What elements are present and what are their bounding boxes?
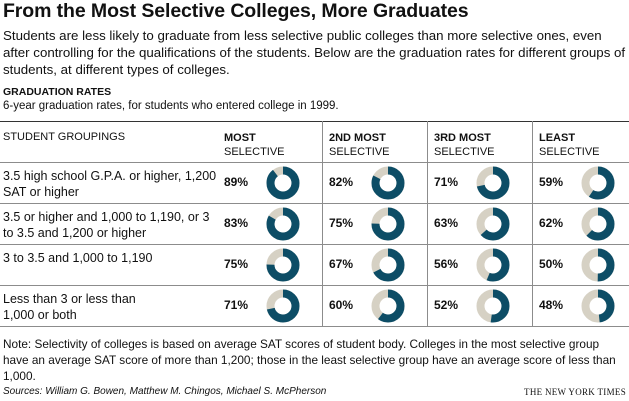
donut-fill <box>371 166 405 199</box>
note-text: Note: Selectivity of colleges is based o… <box>3 337 616 383</box>
row-label: 3 to 3.5 and 1,000 to 1,190 <box>3 251 153 265</box>
rate-label: 75% <box>329 215 354 230</box>
rate-donut <box>581 248 615 281</box>
rate-donut <box>476 248 510 281</box>
student-groupings-header: STUDENT GROUPINGS <box>3 131 126 143</box>
intro-text: Students are less likely to graduate fro… <box>3 28 626 77</box>
column-header-line1: LEAST <box>539 132 576 144</box>
rate-label: 56% <box>434 256 459 271</box>
rate-donut <box>371 289 405 322</box>
rate-label: 83% <box>224 215 249 230</box>
rate-donut <box>476 166 510 199</box>
rate-label: 62% <box>539 215 564 230</box>
column-header-line2: SELECTIVE <box>434 146 495 158</box>
row-label: Less than 3 or less than 1,000 or both <box>3 292 136 322</box>
chart-title: From the Most Selective Colleges, More G… <box>3 0 469 22</box>
rate-donut <box>266 289 300 322</box>
credit-text: THE NEW YORK TIMES <box>524 387 626 397</box>
rate-donut <box>371 166 405 199</box>
rate-label: 60% <box>329 297 354 312</box>
column-header-line2: SELECTIVE <box>224 146 285 158</box>
rate-label: 75% <box>224 256 249 271</box>
donut-fill <box>476 289 510 322</box>
row-divider <box>0 203 629 204</box>
donut-fill <box>371 207 405 240</box>
rate-label: 63% <box>434 215 459 230</box>
rate-donut <box>266 248 300 281</box>
column-header-4: LEAST SELECTIVE <box>539 131 600 159</box>
donut-fill <box>581 166 615 199</box>
rate-label: 67% <box>329 256 354 271</box>
column-divider <box>322 121 323 326</box>
rate-label: 71% <box>224 297 249 312</box>
top-rule <box>0 121 629 122</box>
subhead: GRADUATION RATES <box>3 86 112 98</box>
donut-fill <box>581 289 615 322</box>
column-header-1: MOST SELECTIVE <box>224 131 285 159</box>
row-divider <box>0 244 629 245</box>
column-header-line2: SELECTIVE <box>539 146 600 158</box>
donut-fill <box>476 248 510 281</box>
column-header-line1: 2ND MOST <box>329 132 386 144</box>
column-header-3: 3RD MOST SELECTIVE <box>434 131 495 159</box>
sources-text: Sources: William G. Bowen, Matthew M. Ch… <box>3 386 327 397</box>
rate-label: 71% <box>434 174 459 189</box>
rate-donut <box>476 207 510 240</box>
rate-donut <box>266 207 300 240</box>
donut-fill <box>266 166 300 199</box>
row-divider <box>0 326 629 327</box>
donut-fill <box>476 207 510 240</box>
rate-label: 48% <box>539 297 564 312</box>
column-header-2: 2ND MOST SELECTIVE <box>329 131 390 159</box>
donut-fill <box>371 248 405 281</box>
rate-donut <box>581 166 615 199</box>
rate-label: 52% <box>434 297 459 312</box>
rate-donut <box>476 289 510 322</box>
donut-fill <box>581 248 615 281</box>
row-divider <box>0 285 629 286</box>
row-label: 3.5 high school G.P.A. or higher, 1,200 … <box>3 169 217 199</box>
rate-donut <box>266 166 300 199</box>
column-divider <box>532 121 533 326</box>
donut-fill <box>581 207 615 240</box>
rate-donut <box>581 289 615 322</box>
rate-label: 89% <box>224 174 249 189</box>
column-header-line1: 3RD MOST <box>434 132 491 144</box>
column-header-line2: SELECTIVE <box>329 146 390 158</box>
column-header-line1: MOST <box>224 132 256 144</box>
donut-fill <box>266 289 300 322</box>
rate-label: 82% <box>329 174 354 189</box>
donut-fill <box>266 207 300 240</box>
column-divider <box>427 121 428 326</box>
donut-fill <box>371 289 405 322</box>
rate-donut <box>581 207 615 240</box>
subhead-description: 6-year graduation rates, for students wh… <box>3 100 339 112</box>
row-divider <box>0 162 629 163</box>
rate-label: 59% <box>539 174 564 189</box>
rate-donut <box>371 248 405 281</box>
rate-donut <box>371 207 405 240</box>
row-label: 3.5 or higher and 1,000 to 1,190, or 3 t… <box>3 210 210 240</box>
donut-fill <box>266 248 300 281</box>
donut-fill <box>476 166 510 199</box>
rate-label: 50% <box>539 256 564 271</box>
